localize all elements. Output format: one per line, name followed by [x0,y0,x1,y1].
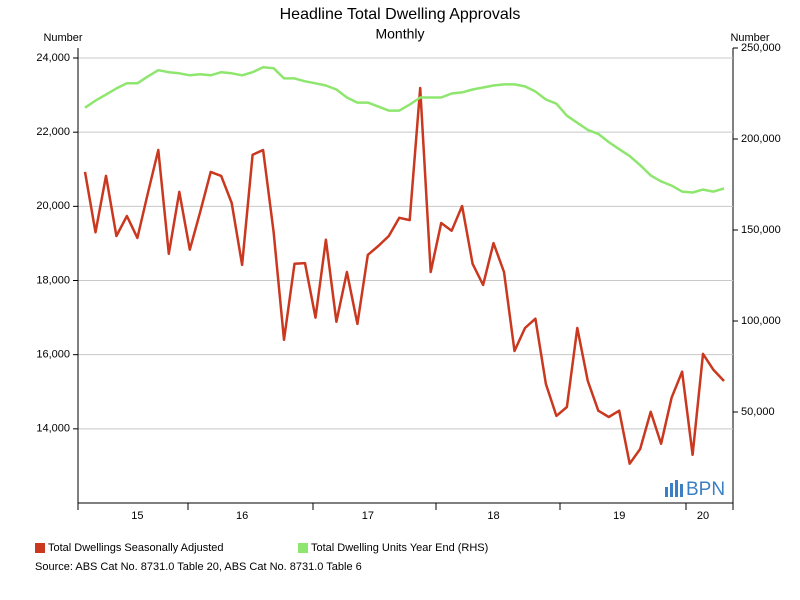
logo-bar [670,483,673,497]
legend-label: Total Dwelling Units Year End (RHS) [311,542,488,554]
chart-subtitle: Monthly [375,26,424,42]
y2-tick-label: 50,000 [741,406,775,418]
logo-bar [665,487,668,497]
y-axis-label: Number [43,32,82,44]
logo: BPN [665,479,725,500]
legend-swatch [35,543,45,553]
y2-tick-label: 150,000 [741,224,781,236]
chart-title: Headline Total Dwelling Approvals [280,6,521,23]
x-tick-label: 17 [362,510,374,522]
y2-tick-label: 200,000 [741,133,781,145]
x-tick-label: 18 [487,510,499,522]
y-tick-label: 22,000 [36,126,70,138]
y2-tick-label: 250,000 [741,42,781,54]
logo-text: BPN [686,479,725,500]
y-tick-label: 14,000 [36,423,70,435]
y-tick-label: 16,000 [36,349,70,361]
logo-bar [680,484,683,497]
x-tick-label: 15 [131,510,143,522]
data-line [84,66,725,194]
x-axis [77,502,734,510]
legend-swatch [298,543,308,553]
y2-axis-label: Number [730,32,769,44]
legend-label: Total Dwellings Seasonally Adjusted [48,542,224,554]
y-tick-label: 24,000 [36,52,70,64]
data-line [83,86,725,465]
y-tick-label: 18,000 [36,274,70,286]
logo-bar [675,480,678,497]
y2-tick-label: 100,000 [741,315,781,327]
source: Source: ABS Cat No. 8731.0 Table 20, ABS… [35,561,362,573]
x-tick-label: 16 [236,510,248,522]
x-tick-label: 19 [613,510,625,522]
x-tick-label: 20 [697,510,709,522]
y-tick-label: 20,000 [36,200,70,212]
